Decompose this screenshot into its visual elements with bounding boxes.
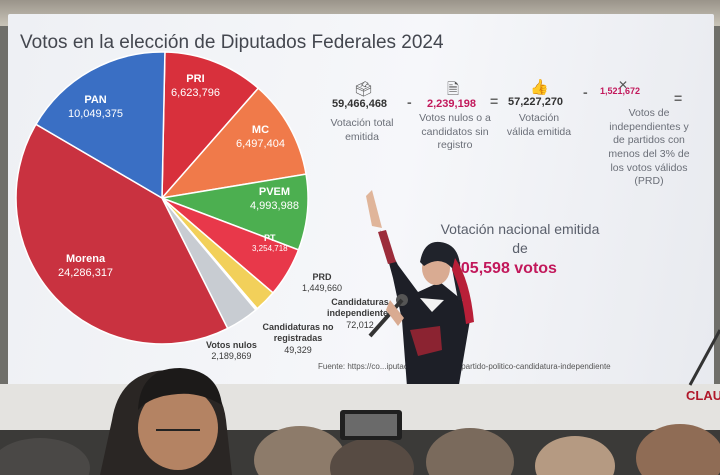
label-pt: PT 3,254,718 (252, 233, 288, 254)
total-votes-caption: Votación total emitida (330, 117, 394, 143)
label-morena-value: 24,286,317 (58, 266, 114, 279)
label-mc-value: 6,497,404 (236, 137, 285, 150)
pie-slice-pri (161, 51, 260, 201)
label-prd-name: PRD (312, 272, 332, 282)
prd-votes: 1,521,672 (600, 86, 641, 96)
label-nulos-name: Votos nulos (206, 340, 257, 350)
label-pt-name: PT (264, 233, 276, 243)
label-mc: MC 6,497,404 (236, 124, 285, 152)
pie-slice-morena (15, 123, 229, 345)
crossed-icon: ✕ (618, 78, 629, 92)
label-mc-name: MC (251, 124, 270, 136)
label-independientes-name: Candidaturas independientes (326, 297, 393, 319)
thumbs-up-icon: 👍 (530, 79, 549, 96)
equals-sign-1: = (490, 93, 499, 109)
label-pan-value: 10,049,375 (68, 107, 124, 120)
label-no-registradas: Candidaturas no registradas 49,329 (258, 322, 338, 356)
national-label: Votación nacional emitida de (440, 221, 600, 256)
label-pan: PAN 10,049,375 (68, 94, 123, 122)
label-pvem-name: PVEM (258, 186, 291, 198)
pie-slice-pan (34, 51, 166, 200)
pie-slice-mc (160, 87, 307, 200)
label-no-registradas-name: Candidaturas no registradas (262, 322, 334, 344)
label-pri-name: PRI (186, 73, 205, 85)
label-no-registradas-value: 49,329 (284, 344, 312, 355)
label-prd-value: 1,449,660 (302, 283, 343, 294)
minus-sign-1: - (407, 94, 412, 110)
total-votes: 59,466,468 (332, 98, 388, 110)
national-value: 705,598 votos (452, 260, 557, 277)
label-pt-value: 3,254,718 (252, 244, 288, 254)
chart-title: Votos en la elección de Diputados Federa… (20, 32, 444, 53)
label-pri-value: 6,623,796 (171, 86, 220, 99)
equals-sign-2: = (674, 90, 683, 106)
label-pvem: PVEM 4,993,988 (250, 186, 299, 214)
ballot-box-icon: 🗳 (354, 81, 374, 98)
label-pri: PRI 6,623,796 (171, 73, 220, 101)
label-pan-name: PAN (84, 94, 107, 106)
label-independientes: Candidaturas independientes 72,012 (318, 297, 402, 331)
null-votes-caption: Votos nulos o a candidatos sin registro (419, 112, 491, 152)
label-independientes-value: 72,012 (346, 319, 374, 330)
prd-votes-caption: Votos de independientes y de partidos co… (608, 107, 690, 188)
null-votes: 2,239,198 (427, 98, 476, 110)
document-x-icon: 🗎 (447, 81, 460, 98)
minus-sign-2: - (583, 84, 588, 100)
podium-brand: CLAU (686, 388, 720, 403)
label-pvem-value: 4,993,988 (250, 199, 299, 212)
label-morena: Morena 24,286,317 (58, 253, 113, 281)
label-nulos-value: 2,189,869 (211, 351, 252, 362)
valid-votes-caption: Votación válida emitida (506, 112, 572, 138)
label-morena-name: Morena (65, 253, 106, 265)
source-note: Fuente: https://co...iputaciones/naciona… (318, 362, 611, 371)
valid-votes: 57,227,270 (508, 96, 564, 108)
label-prd: PRD 1,449,660 (302, 272, 342, 295)
label-nulos: Votos nulos 2,189,869 (206, 340, 257, 363)
